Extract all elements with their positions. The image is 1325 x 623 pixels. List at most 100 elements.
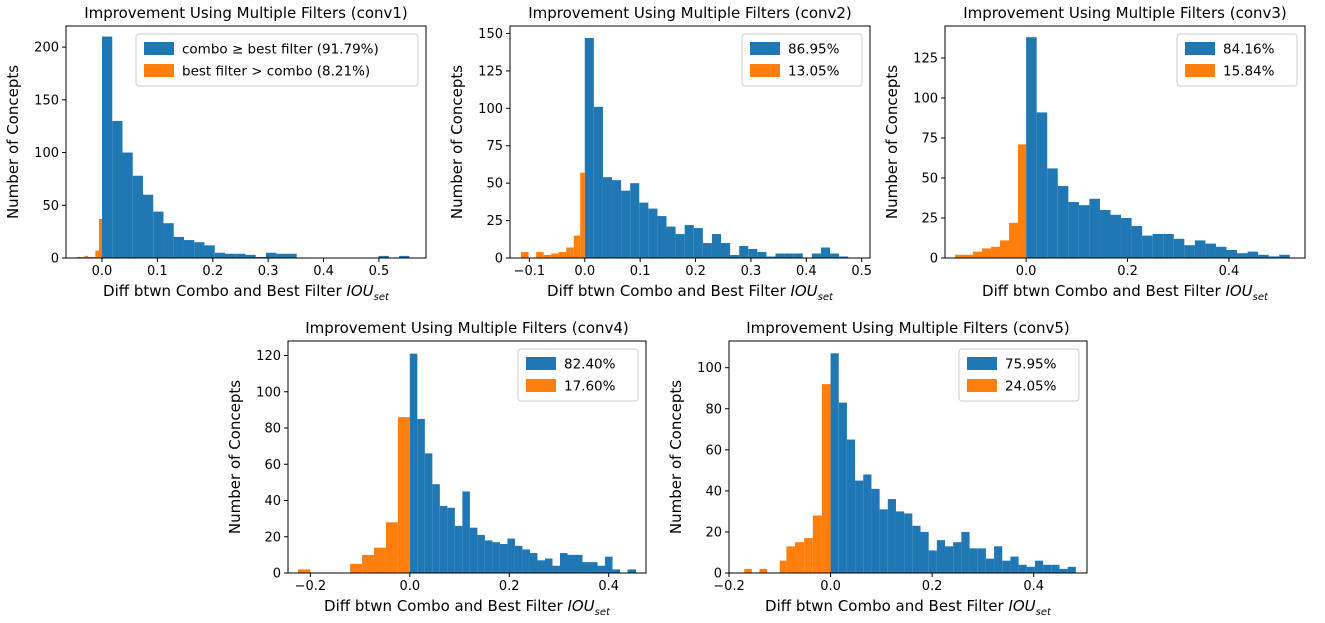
bar-improved (477, 534, 485, 573)
legend-swatch (144, 42, 174, 55)
y-axis-label: Number of Concepts (4, 65, 22, 219)
bar-worse (804, 538, 813, 573)
y-tick-label: 60 (264, 458, 281, 473)
bar-improved (153, 211, 164, 258)
x-tick-label: 0.5 (369, 264, 390, 279)
legend-swatch (1185, 64, 1215, 77)
x-tick-label: 0.2 (685, 264, 706, 279)
x-tick-label: 0.5 (851, 264, 872, 279)
bar-worse (350, 563, 363, 573)
y-tick-label: 100 (34, 146, 59, 161)
bar-worse (964, 254, 974, 258)
bar-improved (1258, 254, 1269, 258)
x-axis-label: Diff btwn Combo and Best Filter IOUset (982, 282, 1269, 303)
bar-improved (454, 525, 463, 574)
y-tick-label: 125 (913, 52, 938, 67)
bar-worse (80, 256, 85, 258)
chart-title: Improvement Using Multiple Filters (conv… (528, 4, 852, 22)
bar-worse (1008, 222, 1018, 258)
bar-improved (132, 175, 143, 258)
y-tick-label: 25 (921, 212, 938, 227)
bar-improved (522, 549, 530, 573)
bar-improved (163, 223, 174, 258)
bar-worse (385, 522, 398, 573)
bar-improved (969, 548, 978, 573)
y-tick-label: 100 (913, 92, 938, 107)
bar-improved (245, 254, 256, 258)
y-tick-label: 40 (705, 484, 722, 499)
y-tick-label: 60 (705, 443, 722, 458)
bar-worse (521, 252, 529, 258)
bar-improved (276, 253, 287, 258)
bar-improved (630, 183, 640, 258)
bar-worse (955, 254, 965, 258)
y-tick-label: 125 (478, 64, 503, 79)
bar-improved (887, 499, 896, 573)
y-tick-label: 80 (705, 402, 722, 417)
x-tick-label: 0.0 (574, 264, 595, 279)
bar-worse (744, 568, 752, 573)
bar-improved (605, 556, 613, 573)
x-tick-label: 0.4 (1023, 579, 1044, 594)
legend-swatch (526, 357, 556, 370)
x-axis-label-text: Diff btwn Combo and Best Filter (982, 282, 1225, 300)
x-axis-label: Diff btwn Combo and Best Filter IOUset (547, 282, 834, 303)
bar-improved (593, 106, 603, 258)
x-tick-label: 0.2 (202, 264, 223, 279)
legend-label: 86.95% (788, 42, 840, 58)
bar-improved (702, 243, 712, 258)
bar-improved (639, 202, 649, 258)
y-tick-label: 150 (478, 27, 503, 42)
y-tick-label: 100 (478, 102, 503, 117)
legend-swatch (526, 379, 556, 392)
bar-improved (1051, 564, 1060, 573)
chart-title: Improvement Using Multiple Filters (conv… (963, 4, 1287, 22)
legend-label: 13.05% (788, 64, 840, 80)
bar-improved (748, 249, 758, 258)
bar-worse (95, 250, 100, 258)
bar-improved (112, 120, 123, 258)
bar-improved (1194, 240, 1206, 258)
x-tick-label: 0.4 (313, 264, 334, 279)
bar-improved (1034, 560, 1044, 573)
bar-improved (514, 545, 523, 573)
legend-label: combo ≥ best filter (91.79%) (182, 42, 379, 58)
bar-worse (397, 417, 410, 574)
bar-worse (88, 256, 92, 258)
y-tick-label: 80 (264, 422, 281, 437)
legend: 84.16% 15.84% (1176, 33, 1298, 87)
chart-title: Improvement Using Multiple Filters (conv… (746, 319, 1070, 337)
bar-improved (1067, 566, 1076, 573)
x-tick-label: 0.2 (922, 579, 943, 594)
bar-improved (399, 255, 410, 258)
legend-swatch (750, 64, 780, 77)
y-tick-label: 100 (697, 361, 722, 376)
bar-improved (537, 560, 545, 573)
bar-improved (492, 542, 500, 573)
bar-improved (378, 255, 389, 258)
bar-improved (499, 544, 508, 573)
y-tick-label: 150 (34, 93, 59, 108)
axes-frame (728, 340, 1088, 574)
x-tick-label: 0.3 (741, 264, 762, 279)
axes-frame (287, 340, 647, 574)
bar-worse (812, 515, 822, 573)
bar-improved (1279, 254, 1290, 258)
chart-panel-2: −0.1 0.0 0.1 0.2 0.3 0.4 0.5 0 25 50 75 100 125 150 Im… (448, 4, 872, 303)
bar-improved (597, 565, 606, 573)
bar-improved (627, 569, 637, 574)
bar-improved (204, 245, 215, 258)
x-axis-label-math: IOU (567, 597, 594, 615)
bar-improved (985, 558, 995, 573)
legend-swatch (750, 42, 780, 55)
bar-improved (1018, 564, 1027, 573)
x-axis-label-text: Diff btwn Combo and Best Filter (103, 282, 346, 300)
bar-improved (1215, 246, 1227, 258)
x-axis-label-subscript: set (1253, 292, 1269, 303)
bar-improved (657, 216, 667, 258)
legend: 86.95% 13.05% (741, 33, 863, 87)
bar-improved (417, 418, 425, 573)
legend-label: 15.84% (1223, 64, 1275, 80)
bar-improved (432, 484, 440, 573)
bar-worse (77, 256, 81, 258)
